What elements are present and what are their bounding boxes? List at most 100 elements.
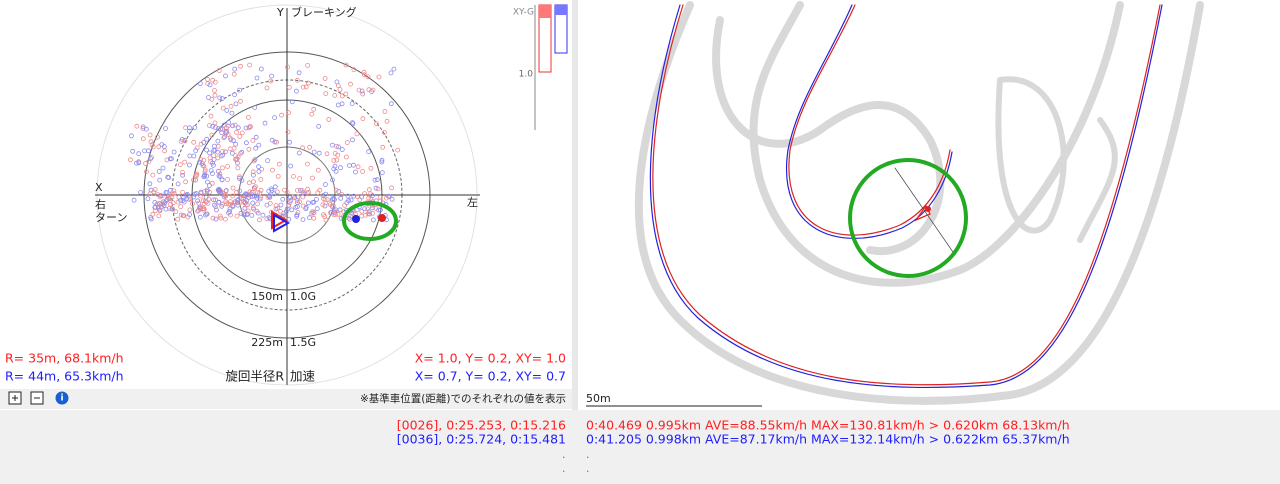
- scatter-point: [361, 69, 367, 75]
- scatter-point: [389, 196, 395, 202]
- scatter-point: [180, 172, 186, 178]
- scatter-point: [270, 167, 275, 173]
- scatter-point: [324, 197, 330, 202]
- scatter-point: [255, 190, 260, 196]
- scatter-point: [395, 147, 401, 153]
- label: 150m: [251, 290, 283, 303]
- scatter-point: [209, 171, 215, 176]
- scatter-point: [210, 160, 215, 166]
- scatter-point: [293, 204, 299, 210]
- scatter-point: [220, 105, 226, 111]
- lap: [0026], 0:25.253, 0:15.216: [397, 418, 566, 433]
- scatter-point: [258, 187, 264, 193]
- scatter-point: [339, 93, 345, 99]
- scatter-point: [212, 92, 218, 98]
- scatter-point: [255, 210, 261, 216]
- scatter: [127, 62, 401, 223]
- label: 1.0G: [290, 290, 316, 303]
- scatter-point: [145, 196, 151, 202]
- scatter-point: [148, 139, 154, 145]
- scatter-point: [247, 62, 253, 68]
- scatter-point: [377, 207, 383, 213]
- info[interactable]: i: [55, 391, 69, 405]
- scatter-point: [217, 213, 223, 219]
- scatter-point: [223, 201, 229, 207]
- scatter-point: [339, 147, 345, 152]
- scatter-point: [286, 203, 292, 209]
- scatter-point: [234, 213, 240, 219]
- scatter-point: [271, 191, 277, 197]
- scatter-point: [212, 79, 218, 85]
- scatter-point: [210, 215, 216, 221]
- scatter-point: [134, 123, 140, 129]
- scatter-point: [388, 101, 394, 107]
- scatter-point: [136, 151, 142, 157]
- scatter-point: [220, 165, 225, 171]
- scatter-point: [366, 87, 372, 93]
- scatter-point: [206, 183, 212, 188]
- red-g: X= 1.0, Y= 0.2, XY= 1.0: [415, 351, 566, 366]
- scatter-point: [237, 200, 243, 206]
- scatter-point: [173, 209, 179, 215]
- scatter-point: [180, 189, 186, 195]
- scatter-point: [213, 125, 218, 130]
- scatter-point: [311, 149, 317, 155]
- scatter-point: [288, 163, 294, 169]
- scatter-point: [360, 169, 366, 174]
- scatter-point: [278, 202, 284, 208]
- scatter-point: [333, 187, 339, 193]
- scatter-point: [366, 149, 372, 155]
- scatter-point: [218, 190, 224, 196]
- scatter-point: [331, 158, 337, 163]
- scatter-point: [296, 150, 302, 156]
- scatter-point: [228, 201, 234, 207]
- scatter-point: [250, 200, 256, 206]
- scatter-point: [160, 165, 166, 171]
- splitter[interactable]: [572, 0, 578, 410]
- label: X: [95, 181, 103, 194]
- scatter-point: [184, 191, 190, 197]
- scatter-point: [166, 175, 172, 181]
- scatter-point: [177, 162, 183, 168]
- scatter-point: [201, 163, 207, 169]
- scatter-point: [226, 210, 232, 216]
- scatter-point: [233, 101, 239, 107]
- scatter-point: [217, 95, 223, 101]
- dot: .: [586, 462, 590, 475]
- scatter-point: [284, 189, 290, 195]
- scatter-point: [227, 206, 233, 212]
- scatter-point: [303, 204, 309, 210]
- bar-title: XY-G: [513, 8, 534, 18]
- scatter-point: [320, 202, 326, 208]
- scatter-point: [320, 193, 326, 199]
- scatter-point: [304, 190, 310, 196]
- scatter-point: [337, 87, 343, 92]
- scatter-point: [289, 99, 295, 105]
- scatter-point: [292, 195, 298, 201]
- scatter-point: [250, 172, 256, 178]
- scatter-point: [316, 150, 322, 156]
- scatter-point: [162, 200, 168, 206]
- scatter-point: [178, 138, 184, 144]
- scatter-point: [157, 177, 163, 183]
- scatter-point: [191, 177, 197, 183]
- label: 旋回半径R: [225, 369, 284, 384]
- scatter-point: [209, 132, 215, 138]
- scatter-point: [235, 125, 241, 131]
- scatter-point: [233, 189, 239, 195]
- scatter-point: [322, 182, 328, 187]
- scatter-point: [163, 126, 168, 131]
- scatter-point: [350, 162, 356, 168]
- zoom-out[interactable]: [30, 391, 44, 405]
- scatter-point: [175, 216, 181, 222]
- scatter-point: [381, 129, 387, 135]
- scatter-point: [181, 195, 187, 201]
- scatter-point: [180, 213, 186, 219]
- scatter-point: [389, 185, 395, 191]
- scatter-point: [343, 154, 349, 160]
- zoom-in[interactable]: [8, 391, 22, 405]
- scatter-point: [354, 131, 360, 137]
- scatter-point: [209, 96, 215, 102]
- scatter-point: [229, 150, 235, 156]
- scatter-point: [307, 144, 313, 150]
